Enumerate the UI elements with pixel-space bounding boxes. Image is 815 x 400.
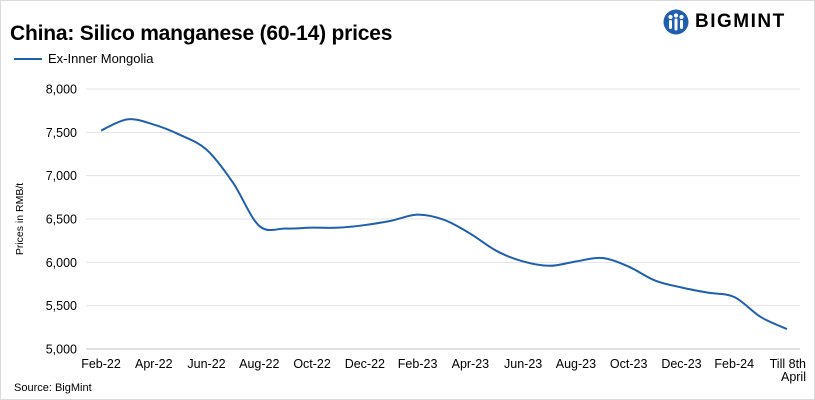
y-tick-label: 6,000 [46,256,77,270]
legend-swatch [14,57,42,60]
y-tick-label: 7,500 [46,126,77,140]
x-tick-label: Till 8th April [770,357,806,384]
x-tick-label: Apr-23 [452,357,490,371]
brand-logo: BIGMINT [663,9,786,35]
x-axis-ticks: Feb-22 Apr-22 Jun-22 Aug-22 Oct-22 Dec-22 Feb-… [81,357,806,384]
legend: Ex-Inner Mongolia [14,51,154,66]
y-tick-label: 5,500 [46,299,77,313]
x-tick-label: Oct-22 [293,357,331,371]
y-tick-label: 7,000 [46,169,77,183]
y-axis-ticks: 8,000 7,500 7,000 6,500 6,000 5,500 5,000 [46,83,77,357]
y-tick-label: 5,000 [46,343,77,357]
x-tick-label: Oct-23 [610,357,648,371]
chart-title: China: Silico manganese (60-14) prices [10,22,393,45]
y-tick-label: 8,000 [46,83,77,97]
legend-label: Ex-Inner Mongolia [48,51,154,66]
brand-name: BIGMINT [695,11,786,32]
x-tick-label: Dec-22 [345,357,385,371]
x-tick-label: Apr-22 [135,357,173,371]
series-line-ex-inner-mongolia [100,118,788,330]
y-tick-label: 6,500 [46,213,77,227]
x-tick-label: Jun-22 [187,357,225,371]
bigmint-logo-icon [663,9,689,35]
x-tick-label: Feb-23 [398,357,438,371]
x-tick-label: Feb-22 [81,357,121,371]
source-note: Source: BigMint [14,382,92,394]
x-tick-label: Dec-23 [661,357,701,371]
x-tick-label: Aug-22 [239,357,279,371]
y-axis-label: Prices in RMB/t [14,183,26,255]
x-tick-label: Jun-23 [504,357,542,371]
x-tick-label: Aug-23 [556,357,596,371]
x-tick-label: Feb-24 [714,357,754,371]
